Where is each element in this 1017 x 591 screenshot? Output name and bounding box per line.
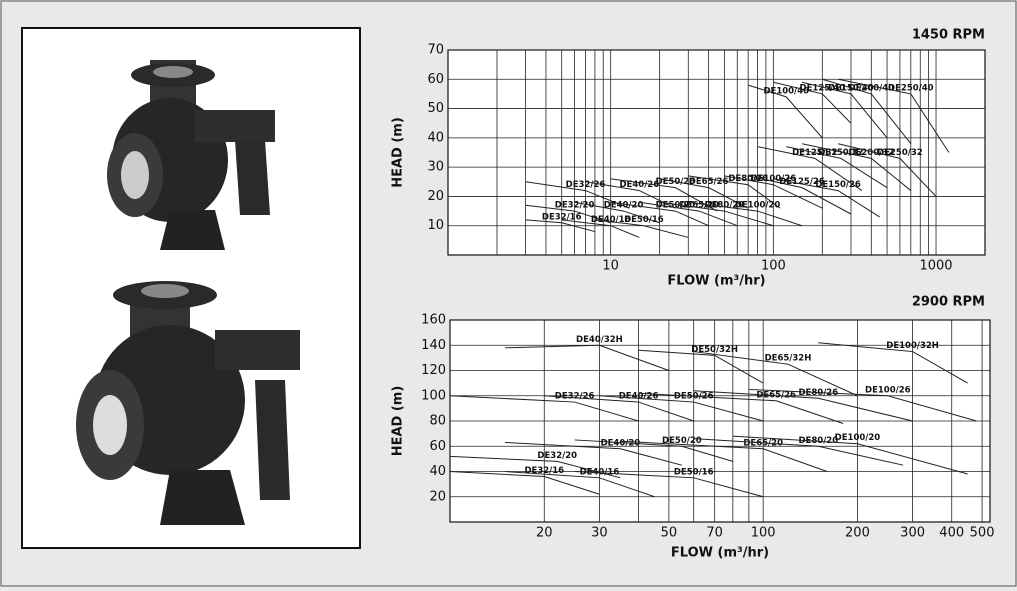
x-tick-label: 100 <box>751 526 776 541</box>
y-tick-label: 40 <box>427 130 444 145</box>
x-tick-label: 500 <box>970 526 995 541</box>
y-tick-label: 20 <box>427 189 444 204</box>
x-tick-label: 200 <box>845 526 870 541</box>
curve-label: DE50/32H <box>691 345 738 355</box>
curve-label: DE50/16 <box>624 215 664 225</box>
y-tick-label: 50 <box>427 101 444 116</box>
y-tick-label: 80 <box>429 414 446 429</box>
curve-label: DE32/16 <box>542 212 582 222</box>
x-axis-label: FLOW (m³/hr) <box>667 274 765 289</box>
y-tick-label: 70 <box>427 43 444 58</box>
x-tick-label: 100 <box>761 259 786 274</box>
curve-label: DE100/20 <box>735 201 781 211</box>
curve-label: DE50/16 <box>674 467 714 477</box>
page: {"chart_data": [ {"type": "line", "title… <box>0 0 1017 587</box>
curve-label: DE32/20 <box>537 451 577 461</box>
curve-label: DE40/32H <box>576 335 623 345</box>
chart-title: 2900 RPM <box>912 295 985 310</box>
x-tick-label: 1000 <box>919 259 952 274</box>
y-tick-label: 60 <box>429 439 446 454</box>
y-tick-label: 160 <box>421 313 446 328</box>
curve-label: DE65/32H <box>765 354 812 364</box>
y-axis-label: HEAD (m) <box>391 117 406 188</box>
y-tick-label: 60 <box>427 72 444 87</box>
figure: 10 100 1000 10 20 30 40 50 60 70 1450 RPM FLOW (m³/… <box>0 0 1017 587</box>
y-tick-label: 140 <box>421 338 446 353</box>
y-tick-label: 100 <box>421 388 446 403</box>
curve-label: DE150/26 <box>815 180 861 190</box>
chart-title: 1450 RPM <box>912 28 985 43</box>
y-axis-label: HEAD (m) <box>391 386 406 457</box>
y-tick-label: 120 <box>421 363 446 378</box>
curve-label: DE100/26 <box>865 385 911 395</box>
curve-label: DE100/32H <box>886 341 939 351</box>
curve-label: DE100/20 <box>835 433 881 443</box>
pump-photos <box>22 28 360 548</box>
y-tick-label: 40 <box>429 464 446 479</box>
x-tick-label: 20 <box>536 526 553 541</box>
y-tick-label: 20 <box>429 489 446 504</box>
curve-label: DE250/40 <box>888 83 934 93</box>
x-tick-label: 400 <box>939 526 964 541</box>
x-tick-label: 300 <box>900 526 925 541</box>
y-tick-label: 30 <box>427 160 444 175</box>
x-axis-label: FLOW (m³/hr) <box>671 546 769 561</box>
x-tick-label: 50 <box>661 526 678 541</box>
curve-label: DE250/32 <box>877 148 923 158</box>
x-tick-label: 70 <box>706 526 723 541</box>
x-tick-label: 30 <box>591 526 608 541</box>
x-tick-label: 10 <box>602 259 619 274</box>
y-tick-label: 10 <box>427 218 444 233</box>
